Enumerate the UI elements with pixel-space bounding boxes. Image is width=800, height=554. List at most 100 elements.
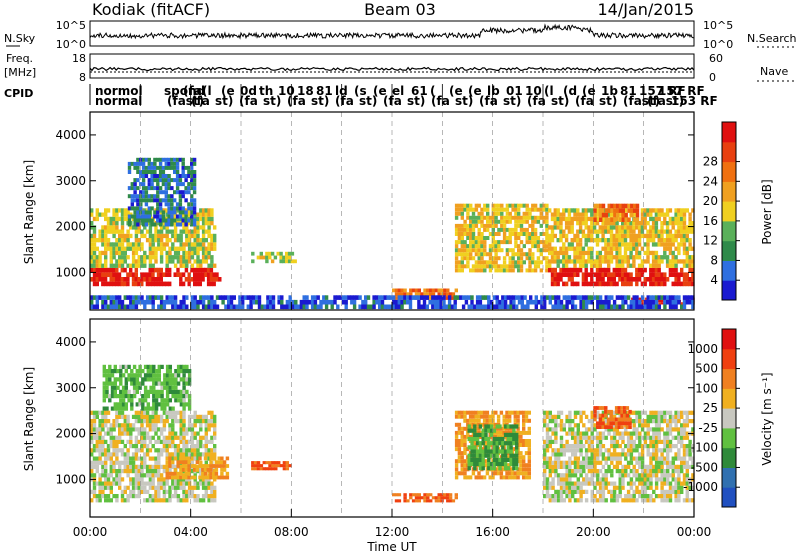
heatmap-cell [364,299,368,305]
heatmap-cell [621,448,625,453]
heatmap-cell [517,203,521,208]
heatmap-cell [578,225,583,230]
heatmap-cell [607,489,611,494]
heatmap-cell [615,259,619,264]
heatmap-cell [190,182,194,187]
heatmap-cell [654,277,659,282]
heatmap-cell [578,250,583,256]
heatmap-cell [466,256,470,261]
heatmap-cell [593,481,597,486]
heatmap-cell [598,299,603,305]
heatmap-cell [187,494,192,499]
heatmap-cell [131,225,136,230]
heatmap-cell [282,304,287,310]
heatmap-cell [154,377,159,382]
heatmap-cell [564,281,569,287]
heatmap-cell [179,272,183,277]
heatmap-cell [691,295,695,300]
heatmap-cell [437,288,441,293]
heatmap-cell [448,493,453,497]
heatmap-cell [682,304,687,310]
heatmap-cell [680,212,684,217]
heatmap-cell [457,451,462,456]
heatmap-cell [179,364,184,369]
heatmap-cell [682,225,687,230]
heatmap-cell [156,277,161,282]
heatmap-cell [517,295,522,300]
heatmap-cell [668,295,673,300]
heatmap-cell [182,435,186,440]
heatmap-cell [154,255,158,260]
heatmap-cell [576,216,580,222]
heatmap-cell [165,263,169,268]
heatmap-cell [355,295,359,300]
heatmap-cell [201,277,205,282]
heatmap-cell [548,460,552,465]
heatmap-cell [179,460,183,465]
heatmap-cell [170,198,174,203]
heatmap-cell [559,444,564,449]
heatmap-cell [173,468,178,472]
heatmap-cell [196,242,200,247]
heatmap-cell [414,499,419,503]
heatmap-cell [207,221,211,226]
heatmap-cell [176,259,181,264]
heatmap-cell [502,264,507,269]
heatmap-cell [383,304,387,310]
heatmap-cell [104,295,108,300]
heatmap-cell [466,418,470,423]
heatmap-cell [607,229,611,234]
heatmap-cell [477,227,481,232]
heatmap-cell [190,194,194,199]
heatmap-cell [640,212,645,217]
heatmap-cell [104,464,108,469]
heatmap-cell [660,281,664,287]
heatmap-cell [570,246,574,251]
heatmap-cell [682,212,687,217]
heatmap-cell [542,215,546,220]
heatmap-cell [137,263,141,268]
heatmap-cell [252,299,256,305]
heatmap-cell [491,223,495,228]
ytick-label: 2000 [55,220,86,234]
heatmap-cell [112,242,116,247]
heatmap-cell [587,281,591,287]
heatmap-cell [212,471,216,476]
heatmap-cell [92,272,97,277]
heatmap-cell [159,250,164,256]
heatmap-cell [397,493,402,497]
heatmap-cell [210,299,214,305]
heatmap-cell [193,229,197,234]
heatmap-cell [196,464,200,469]
heatmap-cell [171,423,175,428]
cpid-row1-label: (e [582,84,596,98]
heatmap-cell [576,255,580,260]
heatmap-cell [423,288,427,293]
heatmap-cell [112,255,116,260]
heatmap-cell [510,410,515,415]
heatmap-cell [451,292,456,297]
heatmap-cell [604,448,608,453]
heatmap-cell [179,431,183,436]
heatmap-cell [473,436,477,442]
heatmap-cell [109,255,113,260]
heatmap-cell [145,423,150,428]
heatmap-cell [517,268,521,273]
heatmap-cell [457,443,462,447]
heatmap-cell [553,212,557,217]
heatmap-cell [483,244,487,249]
heatmap-cell [508,211,512,216]
heatmap-cell [140,456,144,461]
heatmap-cell [579,469,583,474]
heatmap-cell [176,498,181,503]
heatmap-cell [126,452,130,457]
heatmap-cell [529,295,533,300]
heatmap-cell [106,225,111,230]
heatmap-cell [508,410,512,415]
heatmap-cell [548,267,552,273]
heatmap-cell [573,423,578,428]
heatmap-cell [457,203,462,208]
heatmap-cell [615,272,619,277]
heatmap-cell [480,268,484,273]
heatmap-cell [502,260,507,265]
